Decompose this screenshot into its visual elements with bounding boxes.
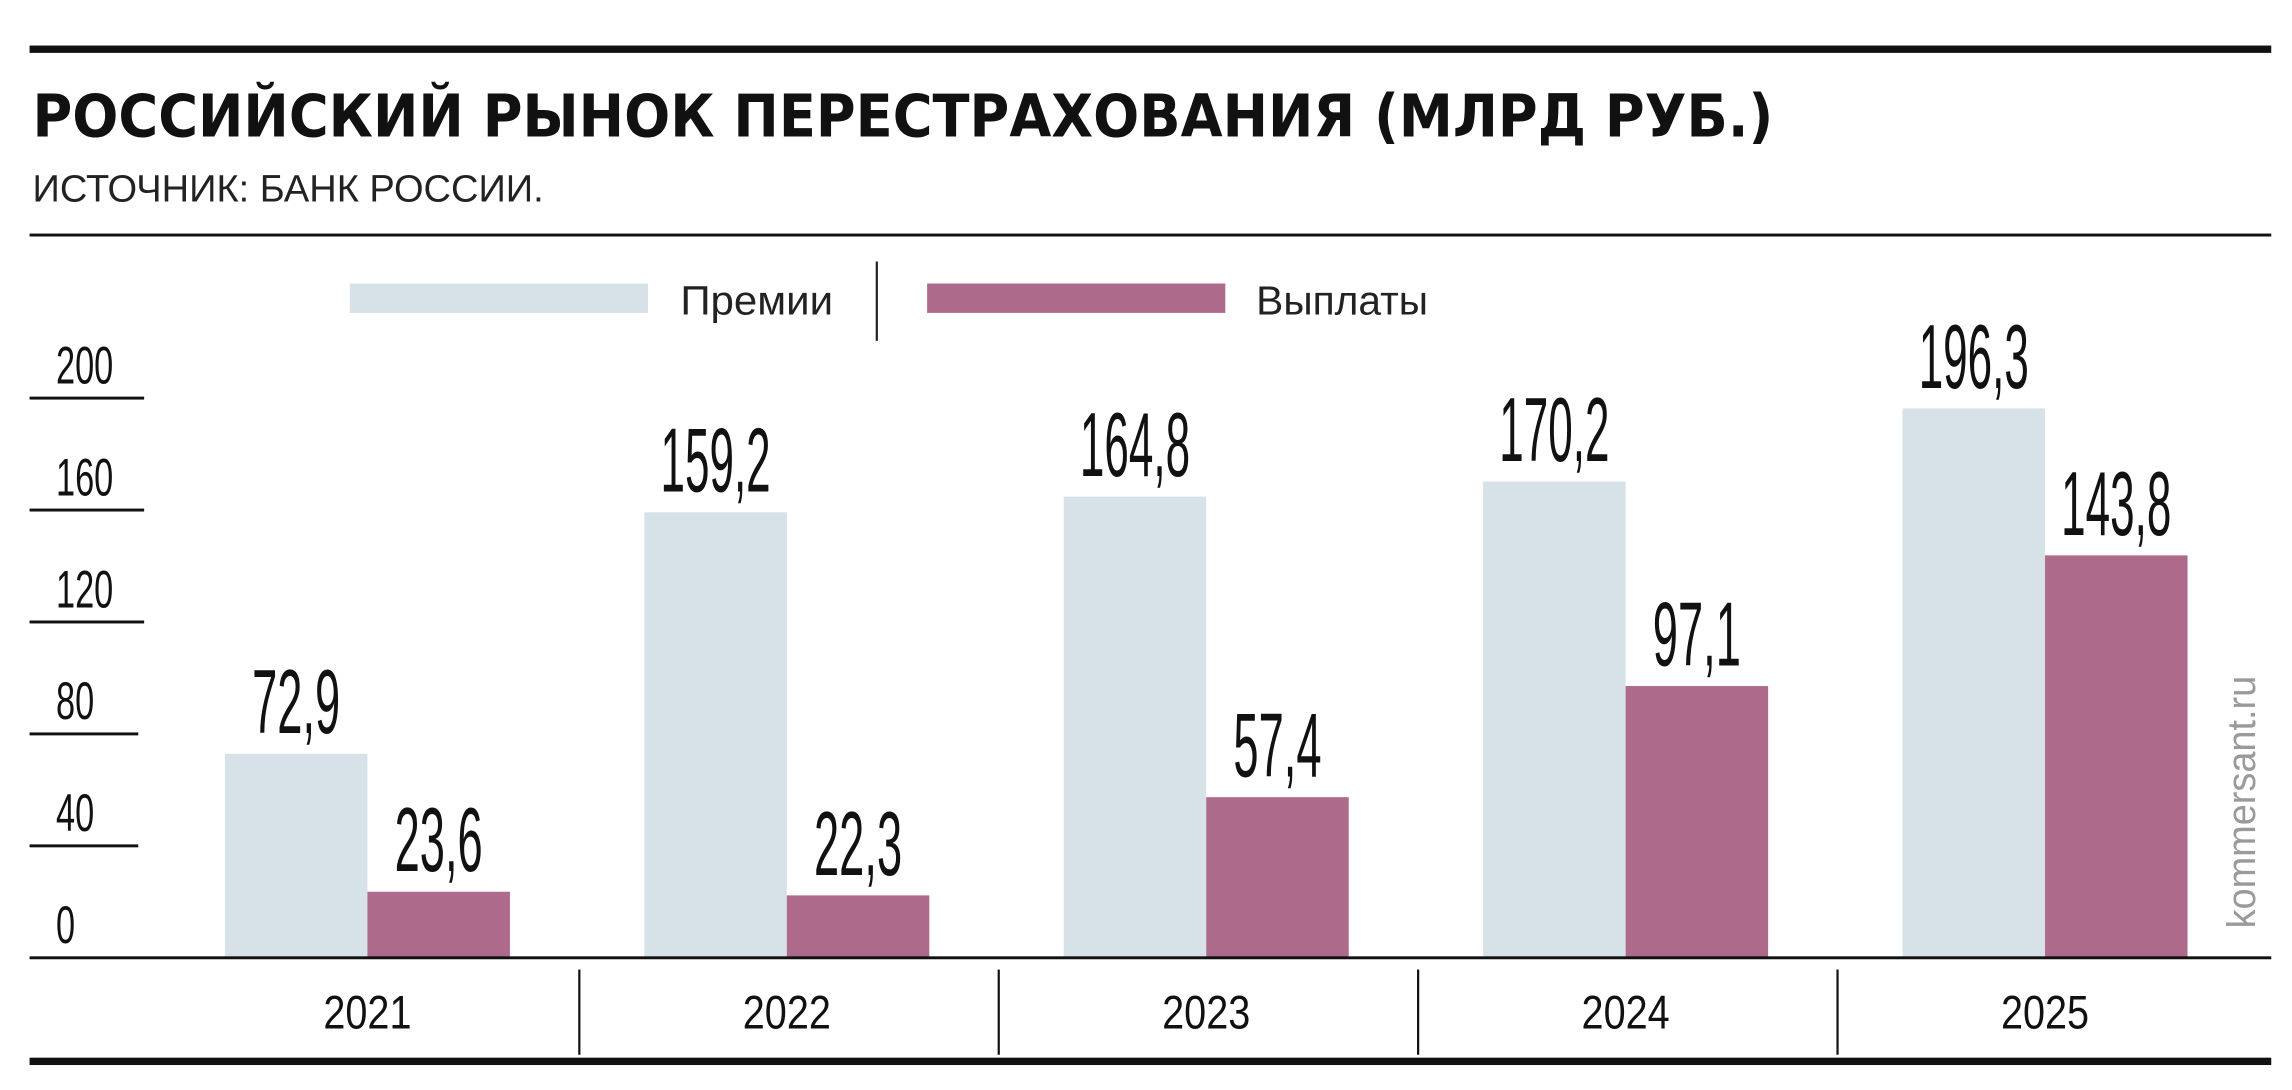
- y-tick-label: 0: [56, 896, 75, 955]
- bar-premii-2021: [224, 753, 368, 958]
- bar-premii-2022: [644, 512, 787, 958]
- bar-vyplaty-2024: [1625, 686, 1769, 958]
- y-tick-label: 80: [56, 672, 94, 731]
- data-label: 143,8: [2061, 454, 2171, 555]
- legend-label-premii: Премии: [680, 277, 833, 323]
- bar-premii-2023: [1063, 496, 1207, 958]
- x-tick-label: 2021: [323, 985, 411, 1038]
- chart-title: РОССИЙСКИЙ РЫНОК ПЕРЕСТРАХОВАНИЯ (МЛРД Р…: [32, 82, 1773, 151]
- data-label: 164,8: [1080, 395, 1190, 496]
- x-axis: 2021 2022 2023 2024 2025: [323, 969, 2089, 1055]
- data-label: 196,3: [1919, 307, 2029, 408]
- legend-divider: [875, 261, 878, 341]
- bar-vyplaty-2021: [367, 891, 510, 958]
- bars: 72,9 23,6 159,2 22,3 164,8 57,4 170,2 97,1 196,3…: [224, 307, 2188, 958]
- x-category-divider: [997, 969, 1000, 1055]
- watermark: kommersant.ru: [2220, 676, 2264, 929]
- y-tick-line: [29, 620, 145, 624]
- y-tick-label: 160: [56, 448, 113, 507]
- x-tick-label: 2024: [1582, 985, 1670, 1038]
- bar-premii-2025: [1902, 408, 2046, 958]
- data-label: 57,4: [1233, 696, 1321, 797]
- bottom-rule: [29, 1057, 2272, 1066]
- y-tick-label: 200: [56, 336, 113, 395]
- y-tick-label: 120: [56, 560, 113, 619]
- data-label: 22,3: [814, 794, 902, 895]
- y-axis: 0 40 80 120 160 200: [29, 336, 145, 955]
- data-label: 23,6: [395, 790, 483, 891]
- y-tick-line: [29, 508, 145, 512]
- legend-swatch-vyplaty: [927, 283, 1226, 313]
- y-tick-line: [29, 844, 139, 848]
- legend-label-vyplaty: Выплаты: [1256, 277, 1428, 323]
- bar-vyplaty-2023: [1206, 797, 1349, 958]
- y-tick-line: [29, 732, 139, 736]
- x-category-divider: [1836, 969, 1839, 1055]
- chart-source: ИСТОЧНИК: БАНК РОССИИ.: [32, 167, 543, 210]
- x-tick-label: 2025: [2001, 985, 2089, 1038]
- bar-premii-2024: [1483, 481, 1626, 958]
- y-tick-line: [29, 396, 145, 400]
- bar-vyplaty-2025: [2045, 555, 2188, 958]
- baseline: [29, 956, 2272, 960]
- top-rule: [29, 45, 2272, 53]
- data-label: 72,9: [252, 652, 340, 753]
- data-label: 159,2: [660, 411, 770, 512]
- x-tick-label: 2022: [743, 985, 831, 1038]
- data-label: 170,2: [1499, 380, 1609, 481]
- bar-vyplaty-2022: [786, 895, 930, 958]
- legend-swatch-premii: [349, 283, 649, 313]
- y-tick-label: 40: [56, 784, 94, 843]
- x-tick-label: 2023: [1162, 985, 1250, 1038]
- x-category-divider: [578, 969, 581, 1055]
- legend: Премии Выплаты: [349, 261, 1428, 341]
- data-label: 97,1: [1653, 584, 1741, 685]
- x-category-divider: [1417, 969, 1420, 1055]
- header-rule: [29, 233, 2272, 237]
